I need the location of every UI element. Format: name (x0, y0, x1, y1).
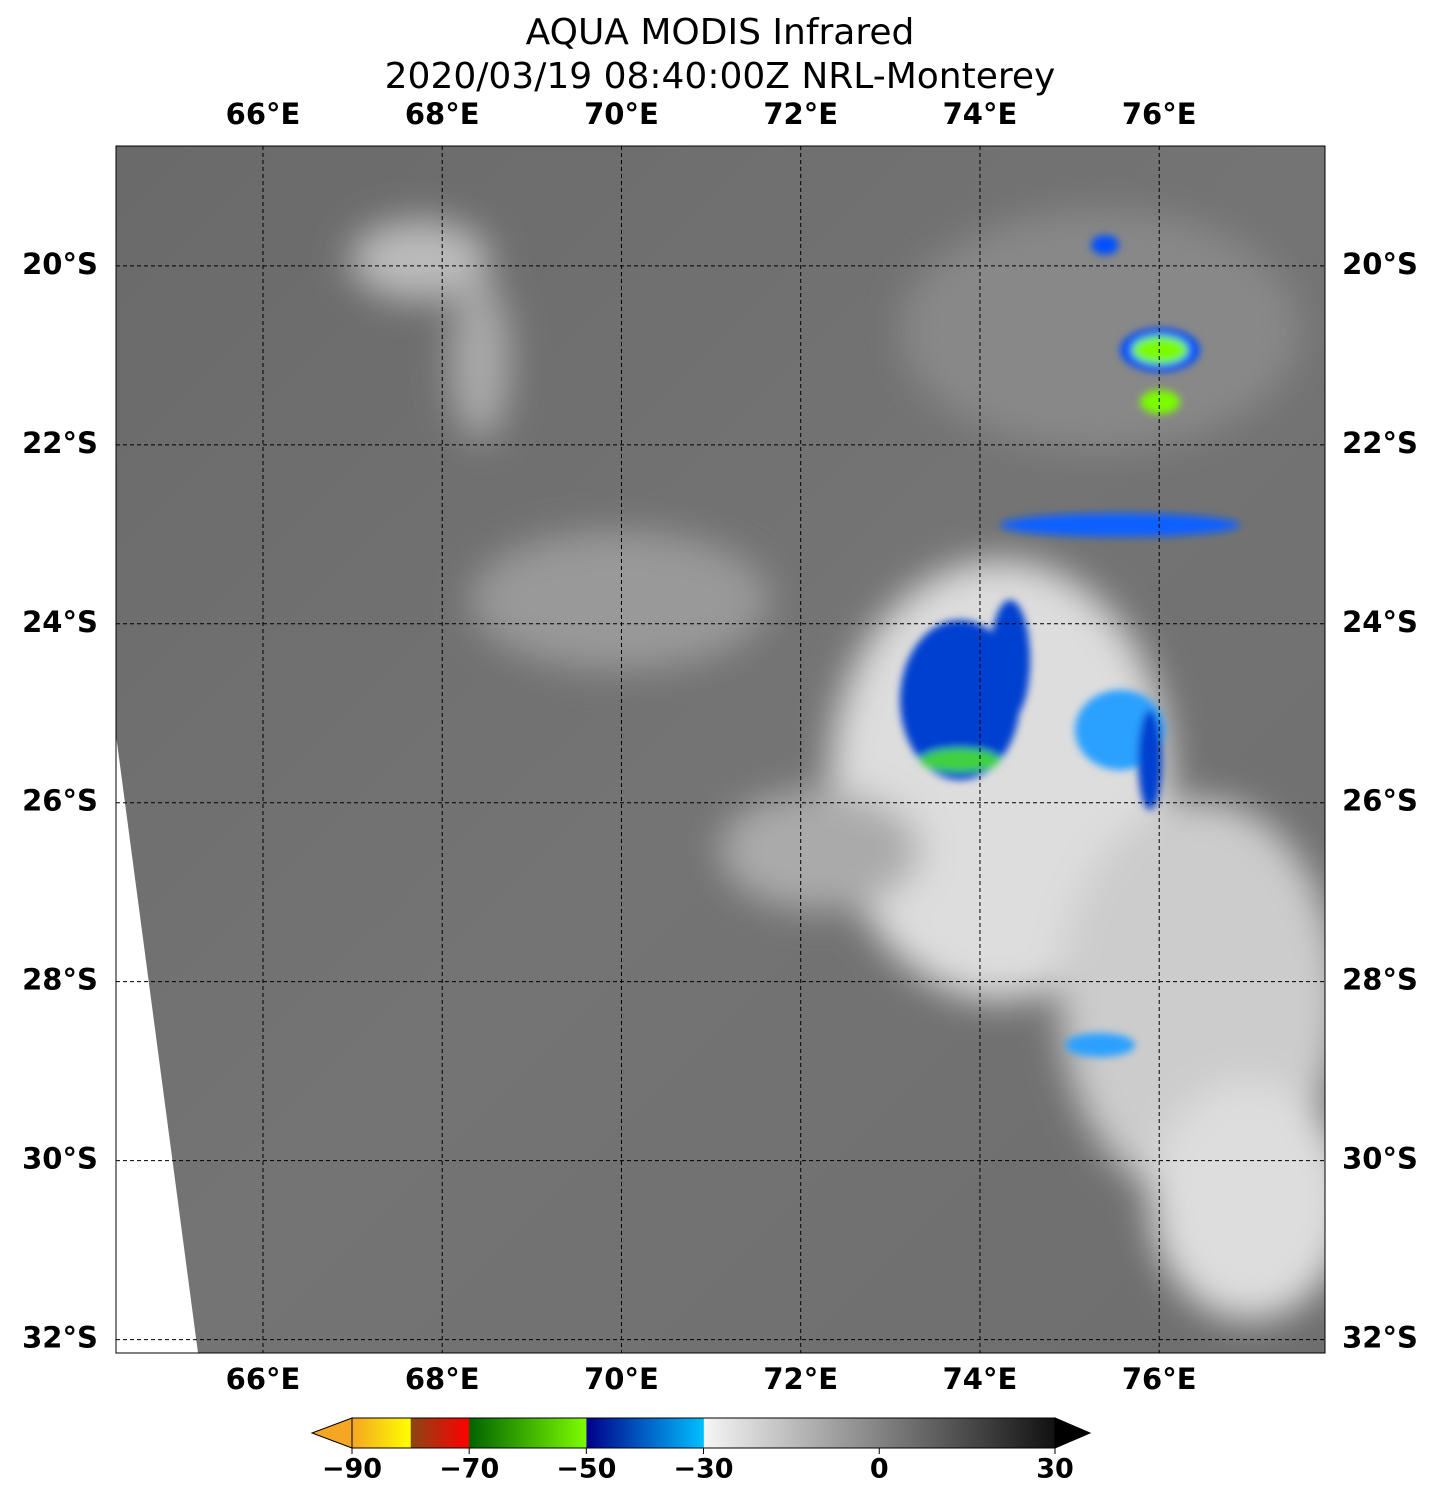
colorbar-tick-label: 30 (1036, 1454, 1074, 1485)
lon-label: 68°E (405, 97, 480, 131)
lon-label: 74°E (943, 97, 1018, 131)
colorbar-low-arrow (310, 1417, 353, 1449)
map-frame (115, 145, 1326, 1354)
lat-label: 20°S (1342, 247, 1418, 281)
lat-label: 32°S (1342, 1321, 1418, 1355)
lat-label: 24°S (22, 605, 98, 639)
lat-label: 32°S (22, 1321, 98, 1355)
lon-label: 68°E (405, 1362, 480, 1396)
colorbar-tick-label: −30 (673, 1454, 733, 1485)
satellite-image (116, 146, 1325, 1353)
colorbar-tick-label: −70 (439, 1454, 499, 1485)
lon-label: 72°E (763, 1362, 838, 1396)
lat-label: 30°S (1342, 1142, 1418, 1176)
lon-label: 66°E (226, 1362, 301, 1396)
lat-label: 28°S (1342, 963, 1418, 997)
lat-label: 30°S (22, 1142, 98, 1176)
lat-label: 22°S (1342, 426, 1418, 460)
lon-label: 76°E (1122, 1362, 1197, 1396)
lon-label: 72°E (763, 97, 838, 131)
lat-label: 24°S (1342, 605, 1418, 639)
colorbar-tick-label: 0 (870, 1454, 889, 1485)
lon-label: 76°E (1122, 97, 1197, 131)
lon-label: 74°E (943, 1362, 1018, 1396)
cold-cloud-tops (900, 235, 1240, 1057)
lat-label: 20°S (22, 247, 98, 281)
colorbar-tick-label: −50 (556, 1454, 616, 1485)
colorbar (310, 1417, 1092, 1449)
colorbar-tick-label: −90 (322, 1454, 382, 1485)
lon-label: 66°E (226, 97, 301, 131)
colorbar-body (351, 1417, 1056, 1449)
colorbar-high-arrow (1054, 1417, 1092, 1449)
lat-label: 22°S (22, 426, 98, 460)
subtitle: 2020/03/19 08:40:00Z NRL-Monterey (385, 56, 1056, 97)
lon-label: 70°E (584, 97, 659, 131)
lat-label: 26°S (22, 784, 98, 818)
lat-label: 26°S (1342, 784, 1418, 818)
title: AQUA MODIS Infrared (526, 12, 915, 53)
no-data-region (116, 735, 198, 1353)
lat-label: 28°S (22, 963, 98, 997)
lon-label: 70°E (584, 1362, 659, 1396)
